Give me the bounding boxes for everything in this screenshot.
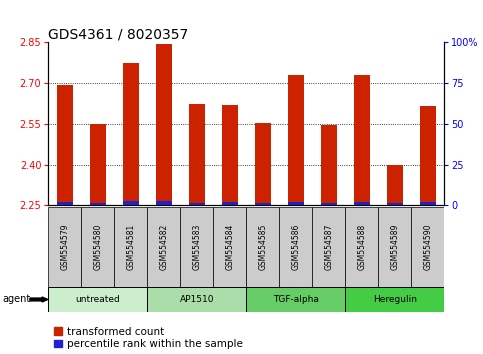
Text: GSM554579: GSM554579 xyxy=(60,224,69,270)
Bar xyxy=(81,207,114,287)
Text: GSM554585: GSM554585 xyxy=(258,224,267,270)
Bar xyxy=(123,201,139,205)
Bar xyxy=(48,287,147,312)
Text: GSM554581: GSM554581 xyxy=(127,224,135,270)
Text: GSM554582: GSM554582 xyxy=(159,224,168,270)
Bar xyxy=(287,75,304,205)
Bar xyxy=(147,207,180,287)
Text: TGF-alpha: TGF-alpha xyxy=(273,295,319,304)
Bar xyxy=(222,105,238,205)
Bar xyxy=(345,207,378,287)
Bar xyxy=(156,44,172,205)
Bar xyxy=(114,207,147,287)
Bar xyxy=(321,202,337,205)
Bar xyxy=(420,202,436,205)
Bar xyxy=(354,201,370,205)
Bar xyxy=(386,165,403,205)
Bar xyxy=(123,63,139,205)
Text: GSM554580: GSM554580 xyxy=(93,224,102,270)
Bar xyxy=(48,207,81,287)
Bar xyxy=(386,203,403,205)
Legend: transformed count, percentile rank within the sample: transformed count, percentile rank withi… xyxy=(54,327,243,349)
Bar xyxy=(354,75,370,205)
Text: AP1510: AP1510 xyxy=(180,295,214,304)
Text: GSM554589: GSM554589 xyxy=(390,224,399,270)
Bar xyxy=(255,203,271,205)
Bar xyxy=(188,202,205,205)
Bar xyxy=(378,207,412,287)
Bar xyxy=(246,287,345,312)
Bar xyxy=(321,125,337,205)
Bar xyxy=(147,287,246,312)
Bar xyxy=(420,106,436,205)
Text: GSM554590: GSM554590 xyxy=(424,224,432,270)
Bar xyxy=(412,207,444,287)
Text: agent: agent xyxy=(2,295,30,304)
Bar xyxy=(222,202,238,205)
Bar xyxy=(180,207,213,287)
Bar xyxy=(213,207,246,287)
Text: GSM554588: GSM554588 xyxy=(357,224,366,270)
Bar xyxy=(246,207,279,287)
Bar xyxy=(89,203,106,205)
Text: Heregulin: Heregulin xyxy=(373,295,417,304)
Text: GSM554584: GSM554584 xyxy=(226,224,234,270)
Bar xyxy=(255,122,271,205)
Bar xyxy=(89,124,106,205)
Text: untreated: untreated xyxy=(75,295,120,304)
Text: GSM554586: GSM554586 xyxy=(291,224,300,270)
Bar xyxy=(279,207,313,287)
Bar xyxy=(156,201,172,205)
Bar xyxy=(313,207,345,287)
Bar xyxy=(57,202,73,205)
Text: GSM554583: GSM554583 xyxy=(192,224,201,270)
Bar xyxy=(287,201,304,205)
Text: GDS4361 / 8020357: GDS4361 / 8020357 xyxy=(48,27,188,41)
Bar xyxy=(57,85,73,205)
Text: GSM554587: GSM554587 xyxy=(325,224,333,270)
Bar xyxy=(345,287,444,312)
Bar xyxy=(188,104,205,205)
